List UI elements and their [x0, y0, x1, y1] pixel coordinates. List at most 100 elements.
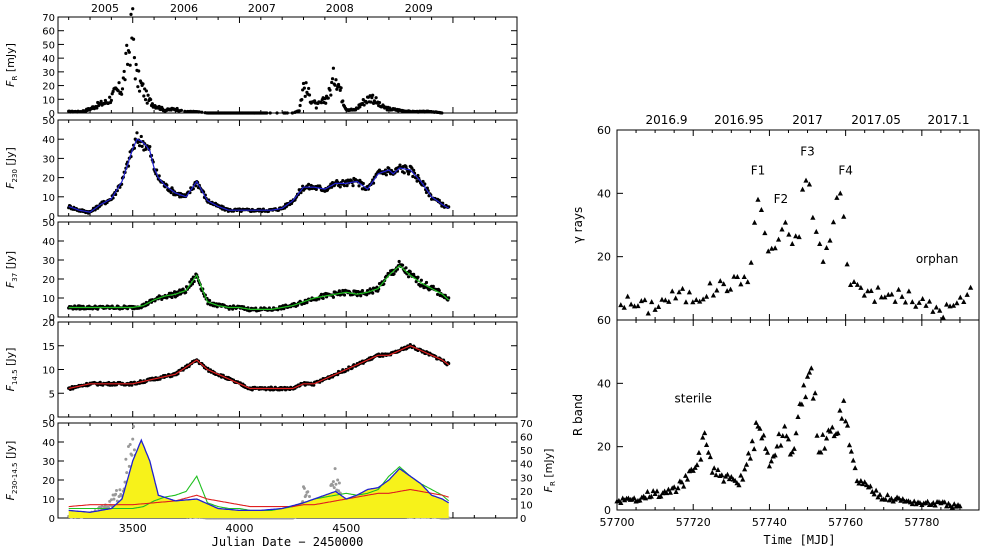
data-point: [157, 104, 161, 109]
data-point: [916, 299, 922, 305]
data-point: [709, 469, 715, 475]
y-axis-label: F14.5 [Jy]: [4, 348, 19, 392]
f230-curve: [68, 438, 450, 513]
data-point: [804, 373, 811, 379]
data-point: [675, 485, 681, 491]
y-tick-label: 5: [49, 389, 55, 400]
data-point: [892, 298, 898, 304]
data-point: [839, 415, 845, 421]
optical-point: [128, 442, 132, 446]
data-point: [782, 219, 789, 225]
y-tick-label: 40: [597, 187, 611, 200]
x-tick-label: 57780: [904, 516, 939, 529]
data-point: [741, 274, 747, 280]
data-point: [757, 425, 763, 431]
data-point: [189, 109, 193, 113]
data-point: [823, 435, 830, 441]
data-point: [933, 304, 939, 310]
data-point: [421, 179, 425, 184]
flare-label: F4: [838, 163, 853, 177]
data-point: [817, 240, 823, 246]
data-point: [920, 295, 926, 301]
y-tick-label: 10: [42, 495, 55, 506]
optical-point: [117, 495, 121, 499]
data-point: [759, 435, 765, 441]
data-point: [331, 66, 335, 70]
flare-label: orphan: [916, 252, 958, 266]
data-point: [713, 472, 719, 478]
data-point: [909, 501, 915, 507]
data-point: [406, 275, 411, 279]
y-tick-label: 30: [42, 154, 55, 165]
data-point: [275, 111, 279, 115]
data-point: [334, 78, 338, 82]
data-point: [129, 12, 133, 16]
data-point: [679, 285, 686, 291]
data-point: [738, 472, 744, 478]
data-point: [265, 111, 269, 115]
series-points: [618, 177, 974, 320]
data-point: [355, 294, 359, 298]
x-tick-label: 3500: [119, 522, 147, 535]
flare-label: F2: [774, 192, 789, 206]
data-point: [183, 109, 187, 113]
series-points: [67, 7, 444, 115]
data-point: [681, 483, 687, 489]
fit-curve: [68, 345, 450, 390]
data-point: [416, 173, 420, 178]
data-point: [799, 186, 806, 192]
optical-point: [302, 486, 306, 490]
optical-point: [124, 457, 128, 461]
data-point: [148, 145, 152, 149]
data-point: [696, 449, 702, 455]
data-point: [133, 77, 137, 81]
f145-curve: [68, 488, 449, 508]
x-axis-label: Time [MJD]: [763, 533, 835, 547]
data-point: [724, 471, 731, 477]
data-point: [949, 504, 955, 510]
data-point: [108, 95, 112, 99]
y-tick-label: 0: [49, 413, 55, 424]
data-point: [169, 191, 173, 195]
data-point: [360, 288, 365, 293]
data-point: [663, 490, 670, 496]
data-point: [330, 77, 335, 81]
data-point: [761, 432, 767, 438]
panel-frame: [57, 221, 518, 318]
data-point: [808, 365, 814, 371]
y-axis-label: γ rays: [571, 207, 585, 244]
data-point: [435, 292, 440, 297]
data-point: [170, 295, 174, 300]
data-point: [724, 288, 730, 294]
data-point: [359, 294, 363, 298]
data-point: [143, 147, 148, 152]
data-point: [139, 134, 143, 139]
data-point: [326, 96, 330, 100]
data-point: [745, 279, 751, 285]
data-point: [694, 462, 700, 468]
data-point: [758, 206, 765, 212]
data-point: [801, 382, 807, 388]
data-point: [397, 259, 401, 264]
data-point: [755, 196, 761, 202]
data-point: [655, 303, 662, 309]
data-point: [749, 438, 755, 444]
data-point: [844, 422, 851, 428]
data-point: [852, 465, 858, 471]
data-point: [686, 289, 692, 295]
data-point: [745, 450, 752, 456]
data-point: [431, 284, 435, 288]
data-point: [772, 245, 778, 251]
data-point: [314, 187, 318, 191]
y-tick-label: 0: [49, 514, 55, 525]
data-point: [930, 308, 936, 314]
optical-point: [331, 480, 335, 484]
optical-point: [131, 437, 135, 441]
optical-point: [333, 467, 337, 471]
data-point: [111, 89, 115, 94]
data-point: [700, 296, 706, 302]
optical-point: [132, 448, 136, 452]
flare-label: F1: [751, 163, 766, 177]
optical-point: [123, 480, 127, 484]
data-point: [328, 88, 332, 92]
